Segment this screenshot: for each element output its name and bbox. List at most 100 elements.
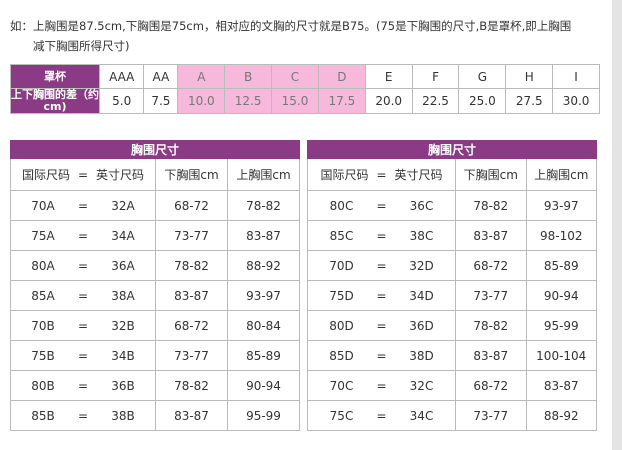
bust-cell: 93-97 [227, 280, 300, 311]
underbust-cell: 83-87 [155, 400, 228, 431]
underbust-cell: 73-77 [455, 400, 527, 431]
underbust-cell: 68-72 [155, 310, 228, 341]
bust-cell: 90-94 [227, 370, 300, 401]
cup-table: 罩杯 AAA AA A B C D E F G H I 上下胸围的差（约cm) 5.0 7.5 10.0 12… [10, 64, 600, 114]
cup-cell: F [411, 64, 460, 89]
diff-label: 上下胸围的差（约cm) [10, 88, 100, 114]
underbust-cell: 83-87 [455, 340, 527, 371]
underbust-cell: 68-72 [455, 250, 527, 281]
table-row: 85B = 38B 83-87 95-99 [10, 400, 300, 431]
diff-cell: 7.5 [143, 88, 179, 114]
bust-cell: 85-89 [227, 340, 300, 371]
size-cell: 70C = 32C [307, 370, 456, 401]
diff-cell: 17.5 [317, 88, 366, 114]
table-row: 85D = 38D 83-87 100-104 [307, 340, 597, 371]
note-line-1: 如：上胸围是87.5cm,下胸围是75cm，相对应的文胸的尺寸就是B75。(75… [10, 19, 572, 33]
underbust-cell: 68-72 [455, 370, 527, 401]
bust-cell: 95-99 [227, 400, 300, 431]
table-row: 85C = 38C 83-87 98-102 [307, 220, 597, 251]
table-row: 75D = 34D 73-77 90-94 [307, 280, 597, 311]
cup-cell: C [271, 64, 319, 89]
cup-cell: AAA [98, 64, 145, 89]
cup-cell: D [317, 64, 366, 89]
underbust-cell: 78-82 [455, 190, 527, 221]
size-cell: 80D = 36D [307, 310, 456, 341]
bust-cell: 83-87 [525, 370, 597, 401]
cup-cell: A [177, 64, 226, 89]
table-row: 80A = 36A 78-82 88-92 [10, 250, 300, 281]
table-row: 80C = 36C 78-82 93-97 [307, 190, 597, 221]
underbust-cell: 78-82 [155, 250, 228, 281]
underbust-cell: 78-82 [455, 310, 527, 341]
bust-cell: 88-92 [525, 400, 597, 431]
table-row: 75A = 34A 73-77 83-87 [10, 220, 300, 251]
note-line-2: 减下胸围所得尺寸) [33, 39, 130, 53]
underbust-cell: 73-77 [455, 280, 527, 311]
underbust-cell: 73-77 [155, 340, 228, 371]
cup-cell: E [364, 64, 413, 89]
bust-size-table-left: 胸围尺寸 国际尺码 = 英寸尺码 下胸围cm 上胸围cm 70A = 32A 68-72 78-82… [10, 140, 300, 431]
size-cell: 80B = 36B [10, 370, 156, 401]
diff-cell: 22.5 [411, 88, 460, 114]
size-cell: 70B = 32B [10, 310, 156, 341]
bust-cell: 95-99 [525, 310, 597, 341]
diff-cell: 25.0 [458, 88, 507, 114]
cup-cell: B [224, 64, 273, 89]
size-cell: 70A = 32A [10, 190, 156, 221]
diff-cell: 27.5 [505, 88, 554, 114]
table-row: 85A = 38A 83-87 93-97 [10, 280, 300, 311]
table-row: 80D = 36D 78-82 95-99 [307, 310, 597, 341]
bust-cell: 93-97 [525, 190, 597, 221]
size-cell: 75D = 34D [307, 280, 456, 311]
column-header-underbust: 下胸围cm [155, 158, 228, 191]
size-cell: 80A = 36A [10, 250, 156, 281]
size-cell: 75C = 34C [307, 400, 456, 431]
diff-cell: 12.5 [224, 88, 273, 114]
size-cell: 80C = 36C [307, 190, 456, 221]
table-row: 70D = 32D 68-72 85-89 [307, 250, 597, 281]
underbust-cell: 68-72 [155, 190, 228, 221]
size-cell: 70D = 32D [307, 250, 456, 281]
bust-cell: 85-89 [525, 250, 597, 281]
bust-cell: 88-92 [227, 250, 300, 281]
table-row: 70C = 32C 68-72 83-87 [307, 370, 597, 401]
bust-cell: 80-84 [227, 310, 300, 341]
diff-cell: 10.0 [177, 88, 226, 114]
scrollbar-track [612, 0, 622, 450]
bust-cell: 90-94 [525, 280, 597, 311]
table-title: 胸围尺寸 [10, 140, 300, 159]
column-header-bust: 上胸围cm [525, 158, 597, 191]
column-header-underbust: 下胸围cm [455, 158, 527, 191]
cup-cell: AA [143, 64, 179, 89]
table-row: 80B = 36B 78-82 90-94 [10, 370, 300, 401]
table-row: 70A = 32A 68-72 78-82 [10, 190, 300, 221]
size-cell: 85A = 38A [10, 280, 156, 311]
table-title: 胸围尺寸 [307, 140, 597, 159]
cup-cell: H [505, 64, 554, 89]
bust-size-table-right: 胸围尺寸 国际尺码 = 英寸尺码 下胸围cm 上胸围cm 80C = 36C 78-82 93-97… [307, 140, 597, 431]
table-row: 75C = 34C 73-77 88-92 [307, 400, 597, 431]
table-row: 75B = 34B 73-77 85-89 [10, 340, 300, 371]
underbust-cell: 78-82 [155, 370, 228, 401]
diff-cell: 15.0 [271, 88, 319, 114]
bust-cell: 83-87 [227, 220, 300, 251]
size-cell: 75A = 34A [10, 220, 156, 251]
diff-cell: 20.0 [364, 88, 413, 114]
cup-label: 罩杯 [10, 64, 100, 89]
cup-cell: G [458, 64, 507, 89]
underbust-cell: 83-87 [455, 220, 527, 251]
bust-cell: 98-102 [525, 220, 597, 251]
column-header-size: 国际尺码 = 英寸尺码 [307, 158, 456, 191]
size-cell: 85C = 38C [307, 220, 456, 251]
size-note: 如：上胸围是87.5cm,下胸围是75cm，相对应的文胸的尺寸就是B75。(75… [10, 16, 600, 56]
column-header-bust: 上胸围cm [227, 158, 300, 191]
column-header-size: 国际尺码 = 英寸尺码 [10, 158, 156, 191]
diff-cell: 5.0 [98, 88, 145, 114]
size-cell: 85B = 38B [10, 400, 156, 431]
table-row: 70B = 32B 68-72 80-84 [10, 310, 300, 341]
cup-cell: I [552, 64, 600, 89]
bust-cell: 100-104 [525, 340, 597, 371]
size-cell: 75B = 34B [10, 340, 156, 371]
size-cell: 85D = 38D [307, 340, 456, 371]
diff-cell: 30.0 [552, 88, 600, 114]
